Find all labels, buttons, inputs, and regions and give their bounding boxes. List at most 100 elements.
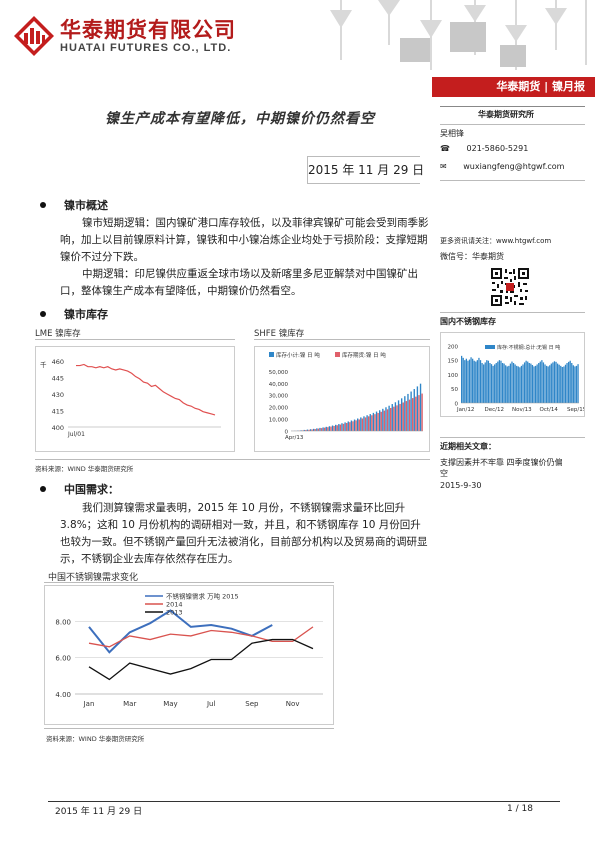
- x-tick-label: Mar: [123, 700, 136, 708]
- email-row: ✉ wuxiangfeng@htgwf.com: [440, 162, 564, 171]
- bar: [380, 411, 382, 431]
- bar: [336, 425, 338, 431]
- bar: [536, 364, 538, 403]
- bar: [391, 404, 393, 431]
- bar: [539, 361, 541, 403]
- x-tick-label: Nov/13: [512, 407, 532, 413]
- bar: [303, 429, 305, 431]
- legend-label: 2014: [166, 601, 183, 609]
- bar: [534, 365, 537, 403]
- bar: [324, 427, 326, 431]
- bar: [538, 363, 540, 403]
- x-tick-label: May: [163, 700, 177, 708]
- bar: [560, 365, 562, 403]
- divider: [35, 339, 235, 340]
- bar: [531, 365, 534, 403]
- bar: [475, 361, 477, 403]
- bar: [550, 363, 552, 403]
- company-logo-icon: [14, 16, 54, 56]
- bar: [347, 421, 349, 431]
- lme-chart: 400 415 430 445 460 千 Jul/01: [35, 346, 235, 452]
- overview-paragraph-2: 中期逻辑：印尼镍供应重返全球市场以及新喀里多尼亚解禁对中国镍矿出口，整体镍生产成…: [60, 268, 418, 297]
- mail-icon: ✉: [440, 162, 447, 171]
- y-axis-label: 千: [40, 360, 47, 369]
- bar: [511, 361, 513, 403]
- section-heading-inventory: 镍市库存: [40, 306, 108, 322]
- bar: [335, 424, 337, 431]
- bar: [489, 363, 491, 403]
- analyst-name: 吴相锋: [440, 129, 464, 138]
- bar: [408, 399, 411, 431]
- bar: [486, 360, 488, 403]
- bar: [571, 363, 573, 403]
- bar: [577, 364, 579, 403]
- legend-label: 库存:不锈钢:总计:无锡 日 吨: [497, 344, 560, 351]
- x-tick-label: Dec/12: [485, 407, 505, 413]
- bar: [516, 365, 518, 403]
- bar: [461, 355, 463, 403]
- footer-divider: [48, 801, 560, 802]
- stainless-chart-title: 国内不锈钢库存: [440, 317, 496, 326]
- bar: [492, 365, 494, 403]
- bar: [572, 365, 574, 403]
- demand-chart: 4.00 6.00 8.00 不锈钢镍需求 万吨 2015 2014 2013 Jan Mar…: [44, 585, 334, 725]
- report-date: 2015 年 11 月 29 日: [307, 156, 424, 184]
- page-number: 1 / 18: [507, 804, 533, 814]
- more-info-link[interactable]: 更多资讯请关注：www.htgwf.com: [440, 237, 552, 245]
- company-name-cn: 华泰期货有限公司: [60, 18, 236, 42]
- bar: [575, 365, 578, 403]
- x-tick-label: Jan: [83, 700, 95, 708]
- bar: [328, 426, 331, 431]
- bar: [341, 423, 343, 431]
- bar: [313, 428, 315, 431]
- bar: [330, 426, 332, 431]
- bar: [476, 360, 479, 403]
- series-line: [88, 626, 314, 648]
- lme-chart-plot: 400 415 430 445 460 千 Jul/01: [40, 358, 221, 438]
- recent-article-link[interactable]: 支撑因素并不牢靠 四季度镍价仍偏空: [440, 458, 563, 478]
- company-name-en: HUATAI FUTURES CO., LTD.: [60, 42, 232, 54]
- bar: [473, 360, 475, 403]
- series-line: [88, 638, 314, 681]
- lme-series-line: [76, 363, 216, 416]
- bar: [399, 403, 401, 431]
- report-header: 华泰期货有限公司 HUATAI FUTURES CO., LTD. 华泰期货 |…: [0, 0, 595, 97]
- bar: [385, 407, 387, 431]
- y-tick-label: 8.00: [55, 618, 71, 626]
- bar: [498, 360, 501, 403]
- bar: [569, 360, 571, 403]
- demand-paragraph: 我们测算镍需求量表明，2015 年 10 月份，不锈钢镍需求量环比回升 3.8%…: [60, 502, 428, 565]
- bar: [519, 367, 521, 403]
- bar: [561, 367, 563, 403]
- bar: [479, 360, 482, 403]
- email-link[interactable]: wuxiangfeng@htgwf.com: [463, 162, 565, 171]
- bar: [483, 364, 485, 403]
- lme-chart-title: LME 镍库存: [35, 329, 81, 339]
- bar: [327, 427, 329, 431]
- footer-date: 2015 年 11 月 29 日: [55, 807, 143, 817]
- bar: [314, 429, 316, 431]
- bar: [374, 414, 376, 431]
- bar: [319, 427, 321, 431]
- phone-row: ☎ 021-5860-5291: [440, 144, 528, 153]
- y-tick-label: 6.00: [55, 655, 71, 663]
- shfe-chart-title: SHFE 镍库存: [254, 329, 305, 339]
- bar: [468, 359, 471, 403]
- sidebar-divider: [440, 312, 585, 313]
- section-heading-demand: 中国需求：: [40, 481, 119, 497]
- bar: [564, 364, 567, 403]
- shfe-chart-plot: 0 10,000 20,000 30,000 40,000 50,000 库存小计:镍 日 …: [269, 351, 423, 441]
- bar: [353, 419, 356, 431]
- y-tick-label: 10,000: [269, 418, 289, 424]
- bar: [553, 361, 556, 403]
- bar: [490, 364, 493, 403]
- bar: [383, 410, 386, 431]
- bar: [500, 360, 502, 403]
- bar: [309, 429, 312, 431]
- bar: [470, 357, 472, 403]
- phone-icon: ☎: [440, 144, 450, 153]
- y-tick-label: 100: [448, 373, 459, 379]
- x-tick-label: Nov: [286, 700, 300, 708]
- bar: [464, 360, 466, 403]
- divider: [254, 339, 430, 340]
